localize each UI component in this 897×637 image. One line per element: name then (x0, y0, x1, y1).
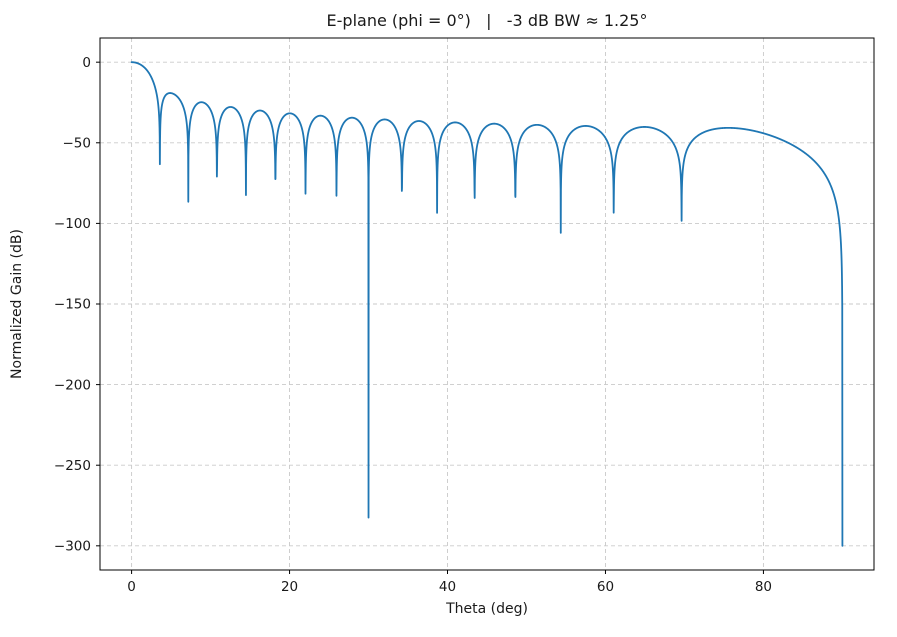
y-tick-label: −100 (54, 216, 91, 232)
gridlines (100, 38, 874, 570)
y-tick-label: −300 (54, 539, 91, 555)
x-axis-label: Theta (deg) (445, 601, 528, 617)
axes-frame (99, 37, 875, 571)
y-tick-label: −200 (54, 377, 91, 393)
y-tick-label: 0 (82, 55, 91, 71)
chart-title: E-plane (phi = 0°) | -3 dB BW ≈ 1.25° (327, 11, 648, 30)
x-tick-label: 60 (597, 579, 614, 595)
tick-labels: 0 20 40 60 80 0 −50 −100 −150 −200 −250 −300 (54, 55, 772, 595)
axis-ticks (96, 61, 764, 574)
y-tick-label: −50 (63, 135, 92, 151)
y-tick-label: −150 (54, 297, 91, 313)
x-tick-label: 0 (127, 579, 136, 595)
y-axis-label: Normalized Gain (dB) (9, 229, 25, 379)
gain-curve (130, 61, 844, 547)
x-tick-label: 20 (281, 579, 298, 595)
x-tick-label: 80 (755, 579, 772, 595)
x-tick-label: 40 (439, 579, 456, 595)
y-tick-label: −250 (54, 458, 91, 474)
